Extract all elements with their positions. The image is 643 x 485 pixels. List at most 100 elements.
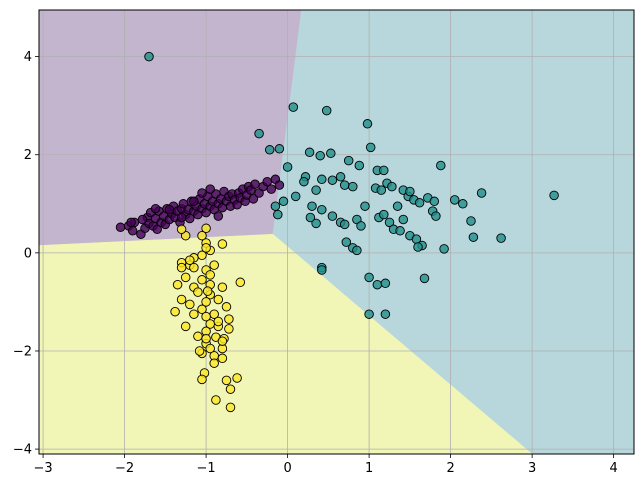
point-class-2 <box>217 239 228 249</box>
point-class-2 <box>205 270 215 280</box>
point-class-2 <box>180 321 191 332</box>
point-class-1 <box>339 180 350 190</box>
point-class-1 <box>379 165 389 176</box>
point-class-1 <box>392 201 403 211</box>
point-class-0 <box>189 196 199 207</box>
point-class-1 <box>354 160 365 171</box>
y-tick-label: 0 <box>24 246 32 261</box>
x-tick-label: −2 <box>115 461 134 476</box>
point-class-1 <box>431 211 441 221</box>
scatter-points <box>115 51 559 413</box>
point-class-2 <box>193 331 203 342</box>
point-class-0 <box>126 217 136 228</box>
point-class-1 <box>362 119 373 129</box>
point-class-2 <box>197 230 207 241</box>
point-class-2 <box>232 373 242 383</box>
point-class-1 <box>254 128 264 139</box>
point-class-1 <box>317 265 327 275</box>
point-class-0 <box>127 226 138 236</box>
point-class-1 <box>379 209 389 220</box>
point-class-0 <box>150 203 161 214</box>
point-class-0 <box>176 212 187 223</box>
point-class-1 <box>458 199 468 209</box>
point-class-1 <box>341 237 352 247</box>
point-class-2 <box>225 384 236 394</box>
point-class-2 <box>201 223 211 234</box>
point-class-1 <box>290 191 301 202</box>
plot-frame <box>38 9 635 455</box>
point-class-2 <box>176 294 187 305</box>
point-class-1 <box>282 162 293 172</box>
point-class-1 <box>376 185 387 195</box>
point-class-1 <box>335 172 346 182</box>
point-class-2 <box>209 260 219 270</box>
point-class-0 <box>137 214 148 225</box>
point-class-1 <box>466 216 476 226</box>
point-class-1 <box>439 244 449 254</box>
point-class-2 <box>201 311 211 322</box>
point-class-1 <box>327 175 338 185</box>
point-class-1 <box>476 188 487 198</box>
point-class-0 <box>274 180 285 190</box>
point-class-2 <box>185 299 195 310</box>
point-class-1 <box>398 214 409 225</box>
point-class-2 <box>180 272 191 283</box>
point-class-2 <box>194 346 205 356</box>
x-tick-label: 4 <box>609 461 617 476</box>
y-tick-label: −4 <box>13 443 32 458</box>
point-class-1 <box>264 145 275 155</box>
point-class-1 <box>429 196 440 207</box>
point-class-2 <box>213 316 224 327</box>
point-class-0 <box>115 222 126 233</box>
x-tick-label: −1 <box>197 461 216 476</box>
point-class-2 <box>197 275 207 285</box>
point-class-1 <box>360 201 370 211</box>
point-class-2 <box>201 333 211 344</box>
point-class-1 <box>321 105 332 116</box>
point-class-1 <box>380 309 391 319</box>
point-class-0 <box>266 184 277 194</box>
point-class-2 <box>202 286 213 296</box>
point-class-1 <box>414 198 425 208</box>
point-class-1 <box>356 221 366 231</box>
point-class-2 <box>205 343 215 354</box>
point-class-1 <box>311 185 321 195</box>
point-class-0 <box>250 179 260 189</box>
point-class-1 <box>436 160 446 171</box>
point-class-2 <box>217 336 228 346</box>
point-class-2 <box>189 262 199 273</box>
point-class-1 <box>364 272 374 283</box>
point-class-1 <box>270 201 281 211</box>
point-class-0 <box>197 188 207 198</box>
point-class-1 <box>339 219 350 230</box>
point-class-2 <box>193 287 203 297</box>
point-class-1 <box>352 245 362 256</box>
point-class-1 <box>317 174 327 185</box>
point-class-1 <box>413 242 423 252</box>
point-class-1 <box>380 278 391 289</box>
point-class-2 <box>201 243 211 253</box>
x-tick-label: 0 <box>283 461 291 476</box>
point-class-2 <box>170 306 180 317</box>
point-class-1 <box>315 150 325 161</box>
point-class-1 <box>419 273 430 284</box>
point-class-2 <box>197 374 207 385</box>
point-class-1 <box>449 195 460 205</box>
point-class-2 <box>221 375 232 386</box>
y-tick-label: 4 <box>24 50 32 65</box>
point-class-1 <box>278 196 289 207</box>
point-class-0 <box>248 194 259 204</box>
point-class-1 <box>365 142 376 153</box>
point-class-0 <box>205 184 215 194</box>
point-class-2 <box>235 277 246 288</box>
point-class-2 <box>224 314 234 324</box>
point-class-1 <box>273 209 283 220</box>
point-class-2 <box>217 353 228 364</box>
point-class-2 <box>221 302 232 312</box>
point-class-1 <box>299 176 309 187</box>
decision-regions <box>38 9 635 455</box>
point-class-1 <box>305 212 316 223</box>
point-class-2 <box>176 262 187 273</box>
x-tick-label: 3 <box>528 461 536 476</box>
point-class-1 <box>307 201 317 211</box>
